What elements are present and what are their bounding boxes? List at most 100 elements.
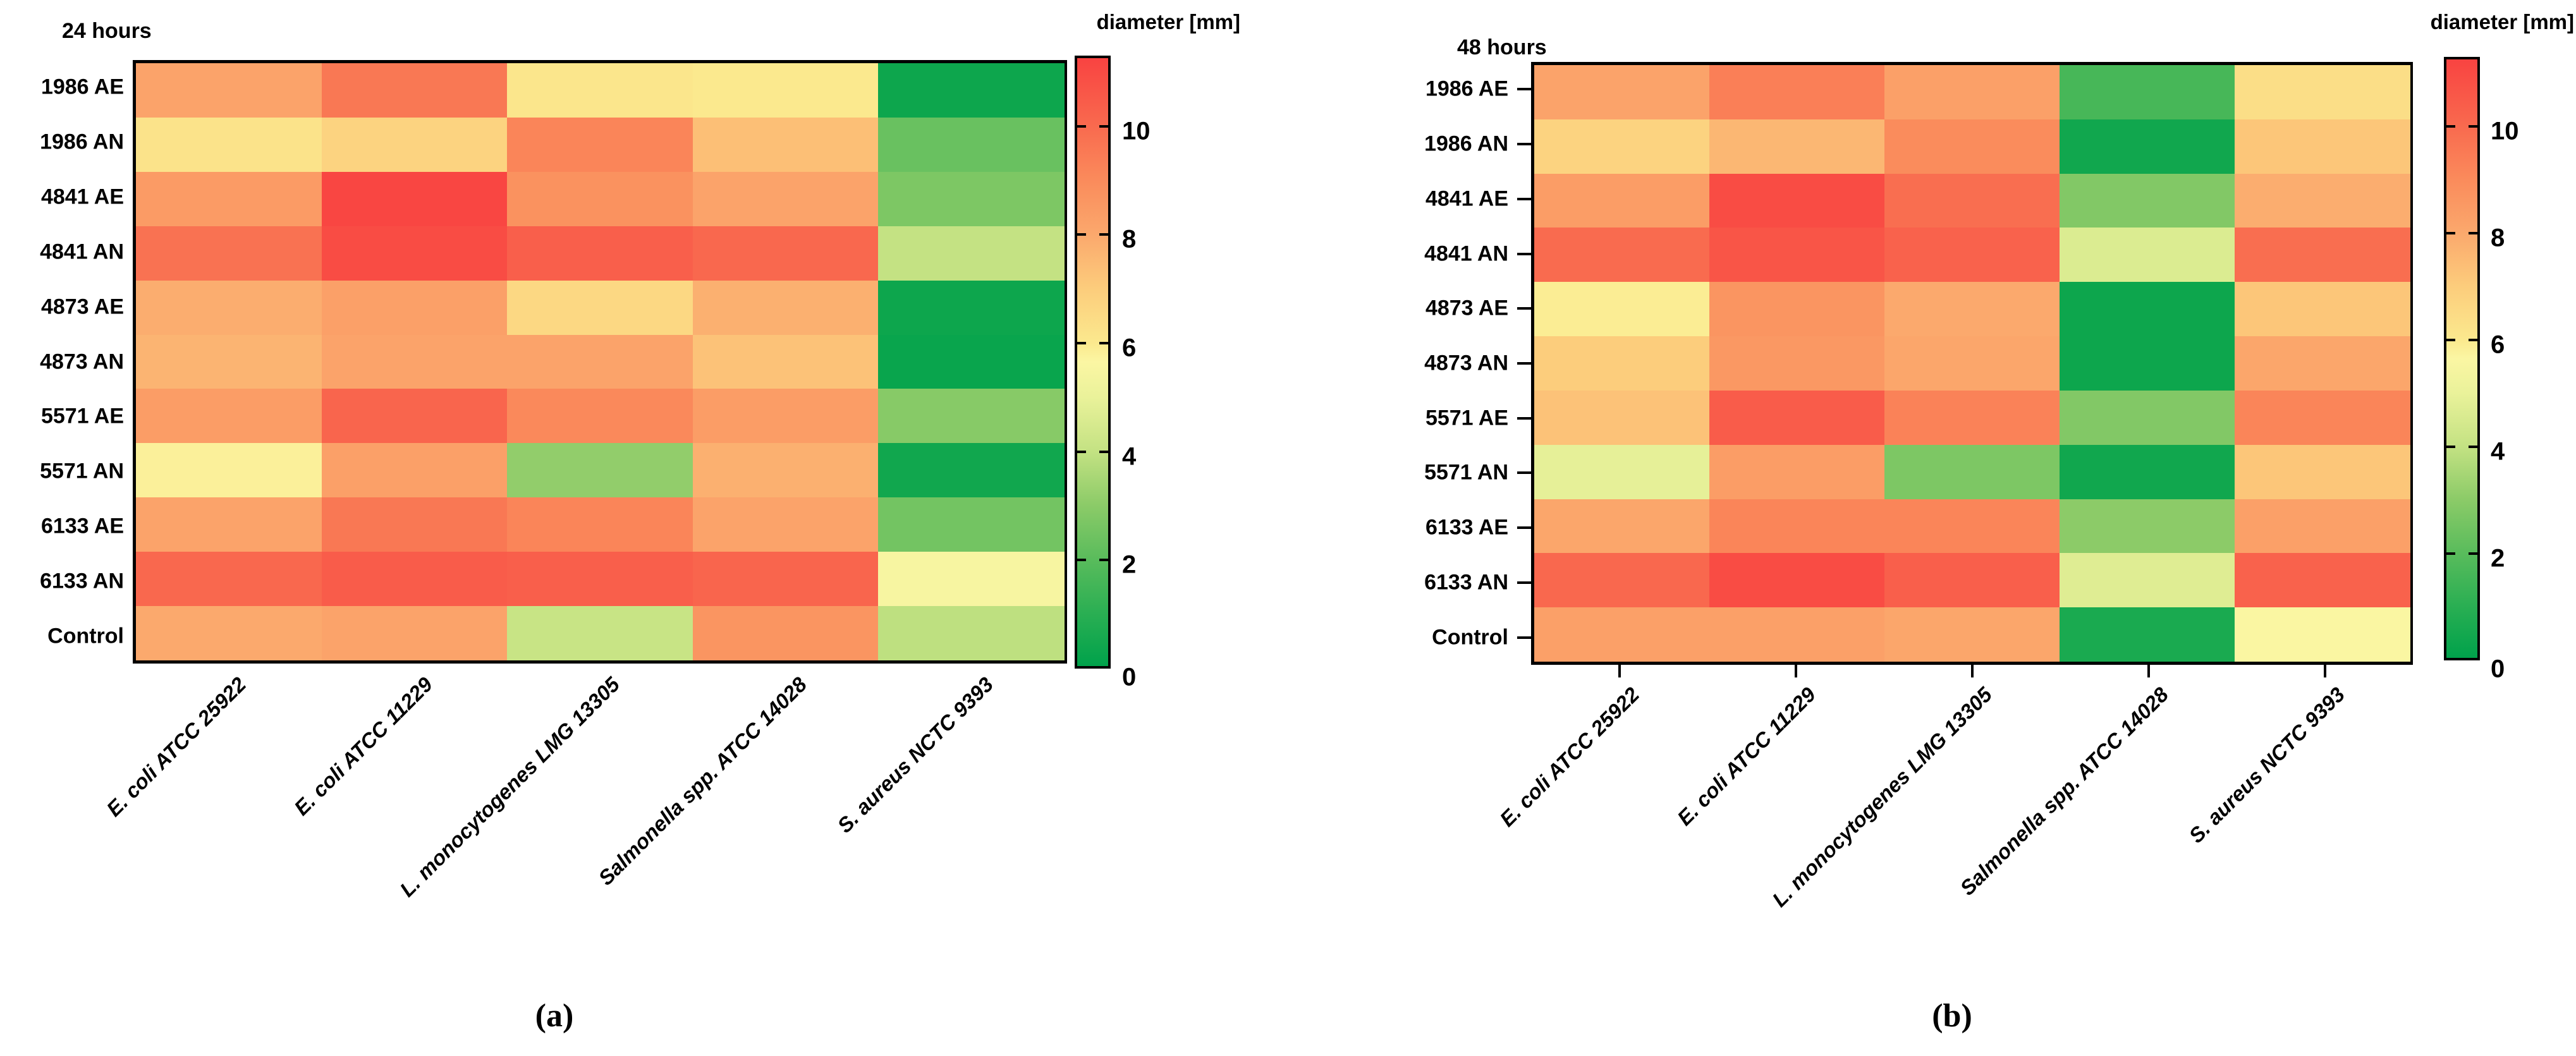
x-axis-tick bbox=[1970, 665, 1974, 677]
y-axis-tick bbox=[1517, 252, 1531, 255]
colorbar-tick bbox=[1077, 559, 1086, 562]
heatmap-cell bbox=[136, 226, 322, 281]
colorbar-tick bbox=[1099, 341, 1108, 344]
heatmap-cell bbox=[136, 334, 322, 389]
heatmap-cell bbox=[507, 334, 693, 389]
heatmap-cell bbox=[321, 171, 508, 227]
x-axis-label: Salmonella spp. ATCC 14028 bbox=[593, 672, 811, 890]
panel-title-48h: 48 hours bbox=[1457, 35, 1547, 59]
heatmap-cell bbox=[1709, 553, 1885, 608]
colorbar-tick bbox=[1099, 124, 1108, 128]
heatmap-cell bbox=[2235, 173, 2410, 228]
colorbar-tick-label: 10 bbox=[1122, 117, 1151, 145]
colorbar-tick bbox=[1077, 233, 1086, 236]
colorbar-tick bbox=[1099, 559, 1108, 562]
heatmap-cell bbox=[878, 226, 1065, 281]
heatmap-cell bbox=[1709, 607, 1885, 662]
heatmap-cell bbox=[878, 117, 1065, 173]
colorbar-tick bbox=[1099, 450, 1108, 453]
heatmap-cell bbox=[507, 443, 693, 498]
heatmap-cell bbox=[136, 443, 322, 498]
y-axis-label: Control bbox=[1432, 625, 1508, 650]
y-axis-label: 4841 AE bbox=[1425, 186, 1508, 211]
heatmap-cell bbox=[2060, 499, 2235, 554]
heatmap-cell bbox=[1709, 228, 1885, 282]
heatmap-cell bbox=[878, 334, 1065, 389]
colorbar-tick bbox=[2446, 338, 2455, 341]
heatmap-cell bbox=[1884, 65, 2060, 120]
heatmap-cell bbox=[878, 606, 1065, 661]
y-axis-label: 5571 AE bbox=[1425, 406, 1508, 430]
y-axis-label: 6133 AN bbox=[40, 569, 124, 593]
x-axis-label: S. aureus NCTC 9393 bbox=[2183, 683, 2349, 847]
heatmap-cell bbox=[1884, 173, 2060, 228]
heatmap-cell bbox=[1534, 119, 1710, 174]
heatmap-cell bbox=[1884, 499, 2060, 554]
heatmap-cell bbox=[1534, 65, 1710, 120]
colorbar-tick-label: 6 bbox=[1122, 334, 1137, 362]
y-axis-label: 1986 AN bbox=[1424, 131, 1508, 156]
heatmap-cell bbox=[1534, 499, 1710, 554]
y-axis-label: 4841 AE bbox=[40, 185, 124, 209]
heatmap-cell bbox=[692, 171, 879, 227]
heatmap-cell bbox=[321, 117, 508, 173]
heatmap-cell bbox=[2060, 119, 2235, 174]
heatmap-cell bbox=[321, 63, 508, 118]
colorbar-tick bbox=[2446, 445, 2455, 448]
heatmap-cell bbox=[507, 117, 693, 173]
heatmap-cell bbox=[2060, 336, 2235, 391]
heatmap-cell bbox=[692, 606, 879, 661]
heatmap-cell bbox=[692, 280, 879, 335]
heatmap-cell bbox=[1534, 173, 1710, 228]
heatmap-cell bbox=[136, 280, 322, 335]
heatmap-cell bbox=[321, 334, 508, 389]
y-axis-tick bbox=[1517, 526, 1531, 530]
y-axis-tick bbox=[1517, 581, 1531, 584]
heatmap-cell bbox=[692, 497, 879, 552]
heatmap-cell bbox=[878, 497, 1065, 552]
heatmap-cell bbox=[692, 334, 879, 389]
colorbar-tick bbox=[1099, 233, 1108, 236]
y-axis-tick bbox=[1517, 88, 1531, 91]
y-axis-label: 6133 AE bbox=[40, 514, 124, 538]
heatmap-cell bbox=[878, 443, 1065, 498]
heatmap-cell bbox=[2235, 390, 2410, 446]
heatmap-cell bbox=[136, 117, 322, 173]
panel-tag-a: (a) bbox=[535, 998, 574, 1034]
colorbar-tick bbox=[2446, 124, 2455, 128]
x-axis-tick bbox=[2147, 665, 2150, 677]
heatmap-cell bbox=[321, 389, 508, 444]
heatmap-cell bbox=[2235, 499, 2410, 554]
y-axis-tick bbox=[1517, 307, 1531, 310]
y-axis-label: 4873 AE bbox=[1425, 296, 1508, 320]
heatmap-cell bbox=[1709, 119, 1885, 174]
heatmap-cell bbox=[1884, 336, 2060, 391]
heatmap-cell bbox=[321, 552, 508, 607]
heatmap-cell bbox=[2060, 444, 2235, 499]
y-axis-tick bbox=[1517, 636, 1531, 639]
heatmap-cell bbox=[136, 389, 322, 444]
colorbar-tick bbox=[1077, 124, 1086, 128]
heatmap-cell bbox=[507, 171, 693, 227]
heatmap-cell bbox=[1534, 607, 1710, 662]
y-axis-label: 5571 AN bbox=[40, 459, 124, 483]
heatmap-cell bbox=[1884, 282, 2060, 337]
y-axis-label: 4841 AN bbox=[1424, 241, 1508, 266]
heatmap-cell bbox=[692, 389, 879, 444]
heatmap-cell bbox=[1709, 499, 1885, 554]
y-axis-label: 4873 AN bbox=[40, 349, 124, 373]
heatmap-cell bbox=[878, 552, 1065, 607]
colorbar-tick bbox=[2469, 552, 2477, 555]
colorbar-tick-label: 10 bbox=[2491, 117, 2519, 145]
y-axis-tick bbox=[1517, 143, 1531, 146]
heatmap-cell bbox=[2235, 65, 2410, 120]
colorbar-tick-label: 0 bbox=[2491, 655, 2505, 683]
y-axis-tick bbox=[1517, 362, 1531, 365]
heatmap-cell bbox=[1534, 282, 1710, 337]
heatmap-cell bbox=[1709, 444, 1885, 499]
x-axis-label: E. coli ATCC 25922 bbox=[1494, 683, 1644, 831]
heatmap-cell bbox=[1884, 228, 2060, 282]
heatmap-cell bbox=[692, 552, 879, 607]
colorbar-tick bbox=[1077, 450, 1086, 453]
heatmap-cell bbox=[1709, 173, 1885, 228]
